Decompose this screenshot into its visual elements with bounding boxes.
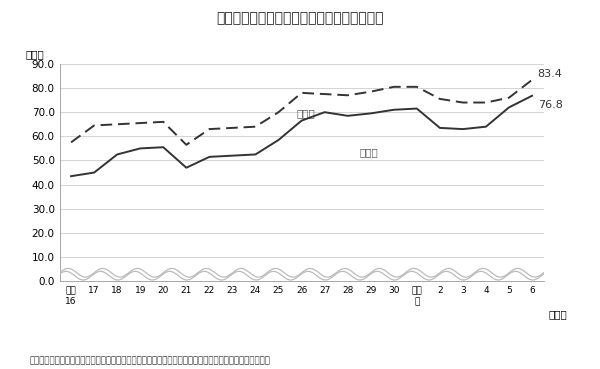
Text: 83.4: 83.4 (538, 69, 563, 79)
Text: （％）: （％） (26, 49, 44, 59)
Text: 第２図　定昇を行った・行う企業割合の推移: 第２図 定昇を行った・行う企業割合の推移 (216, 11, 384, 25)
Text: 注：賃金の改定を実施した又は予定している企業及び賃金の改定を実施しない企業に占める割合である。: 注：賃金の改定を実施した又は予定している企業及び賃金の改定を実施しない企業に占め… (30, 356, 271, 365)
Text: 76.8: 76.8 (538, 100, 563, 110)
Text: （年）: （年） (548, 310, 567, 320)
Text: 管理職: 管理職 (359, 147, 378, 157)
Text: 一般職: 一般職 (297, 108, 316, 118)
